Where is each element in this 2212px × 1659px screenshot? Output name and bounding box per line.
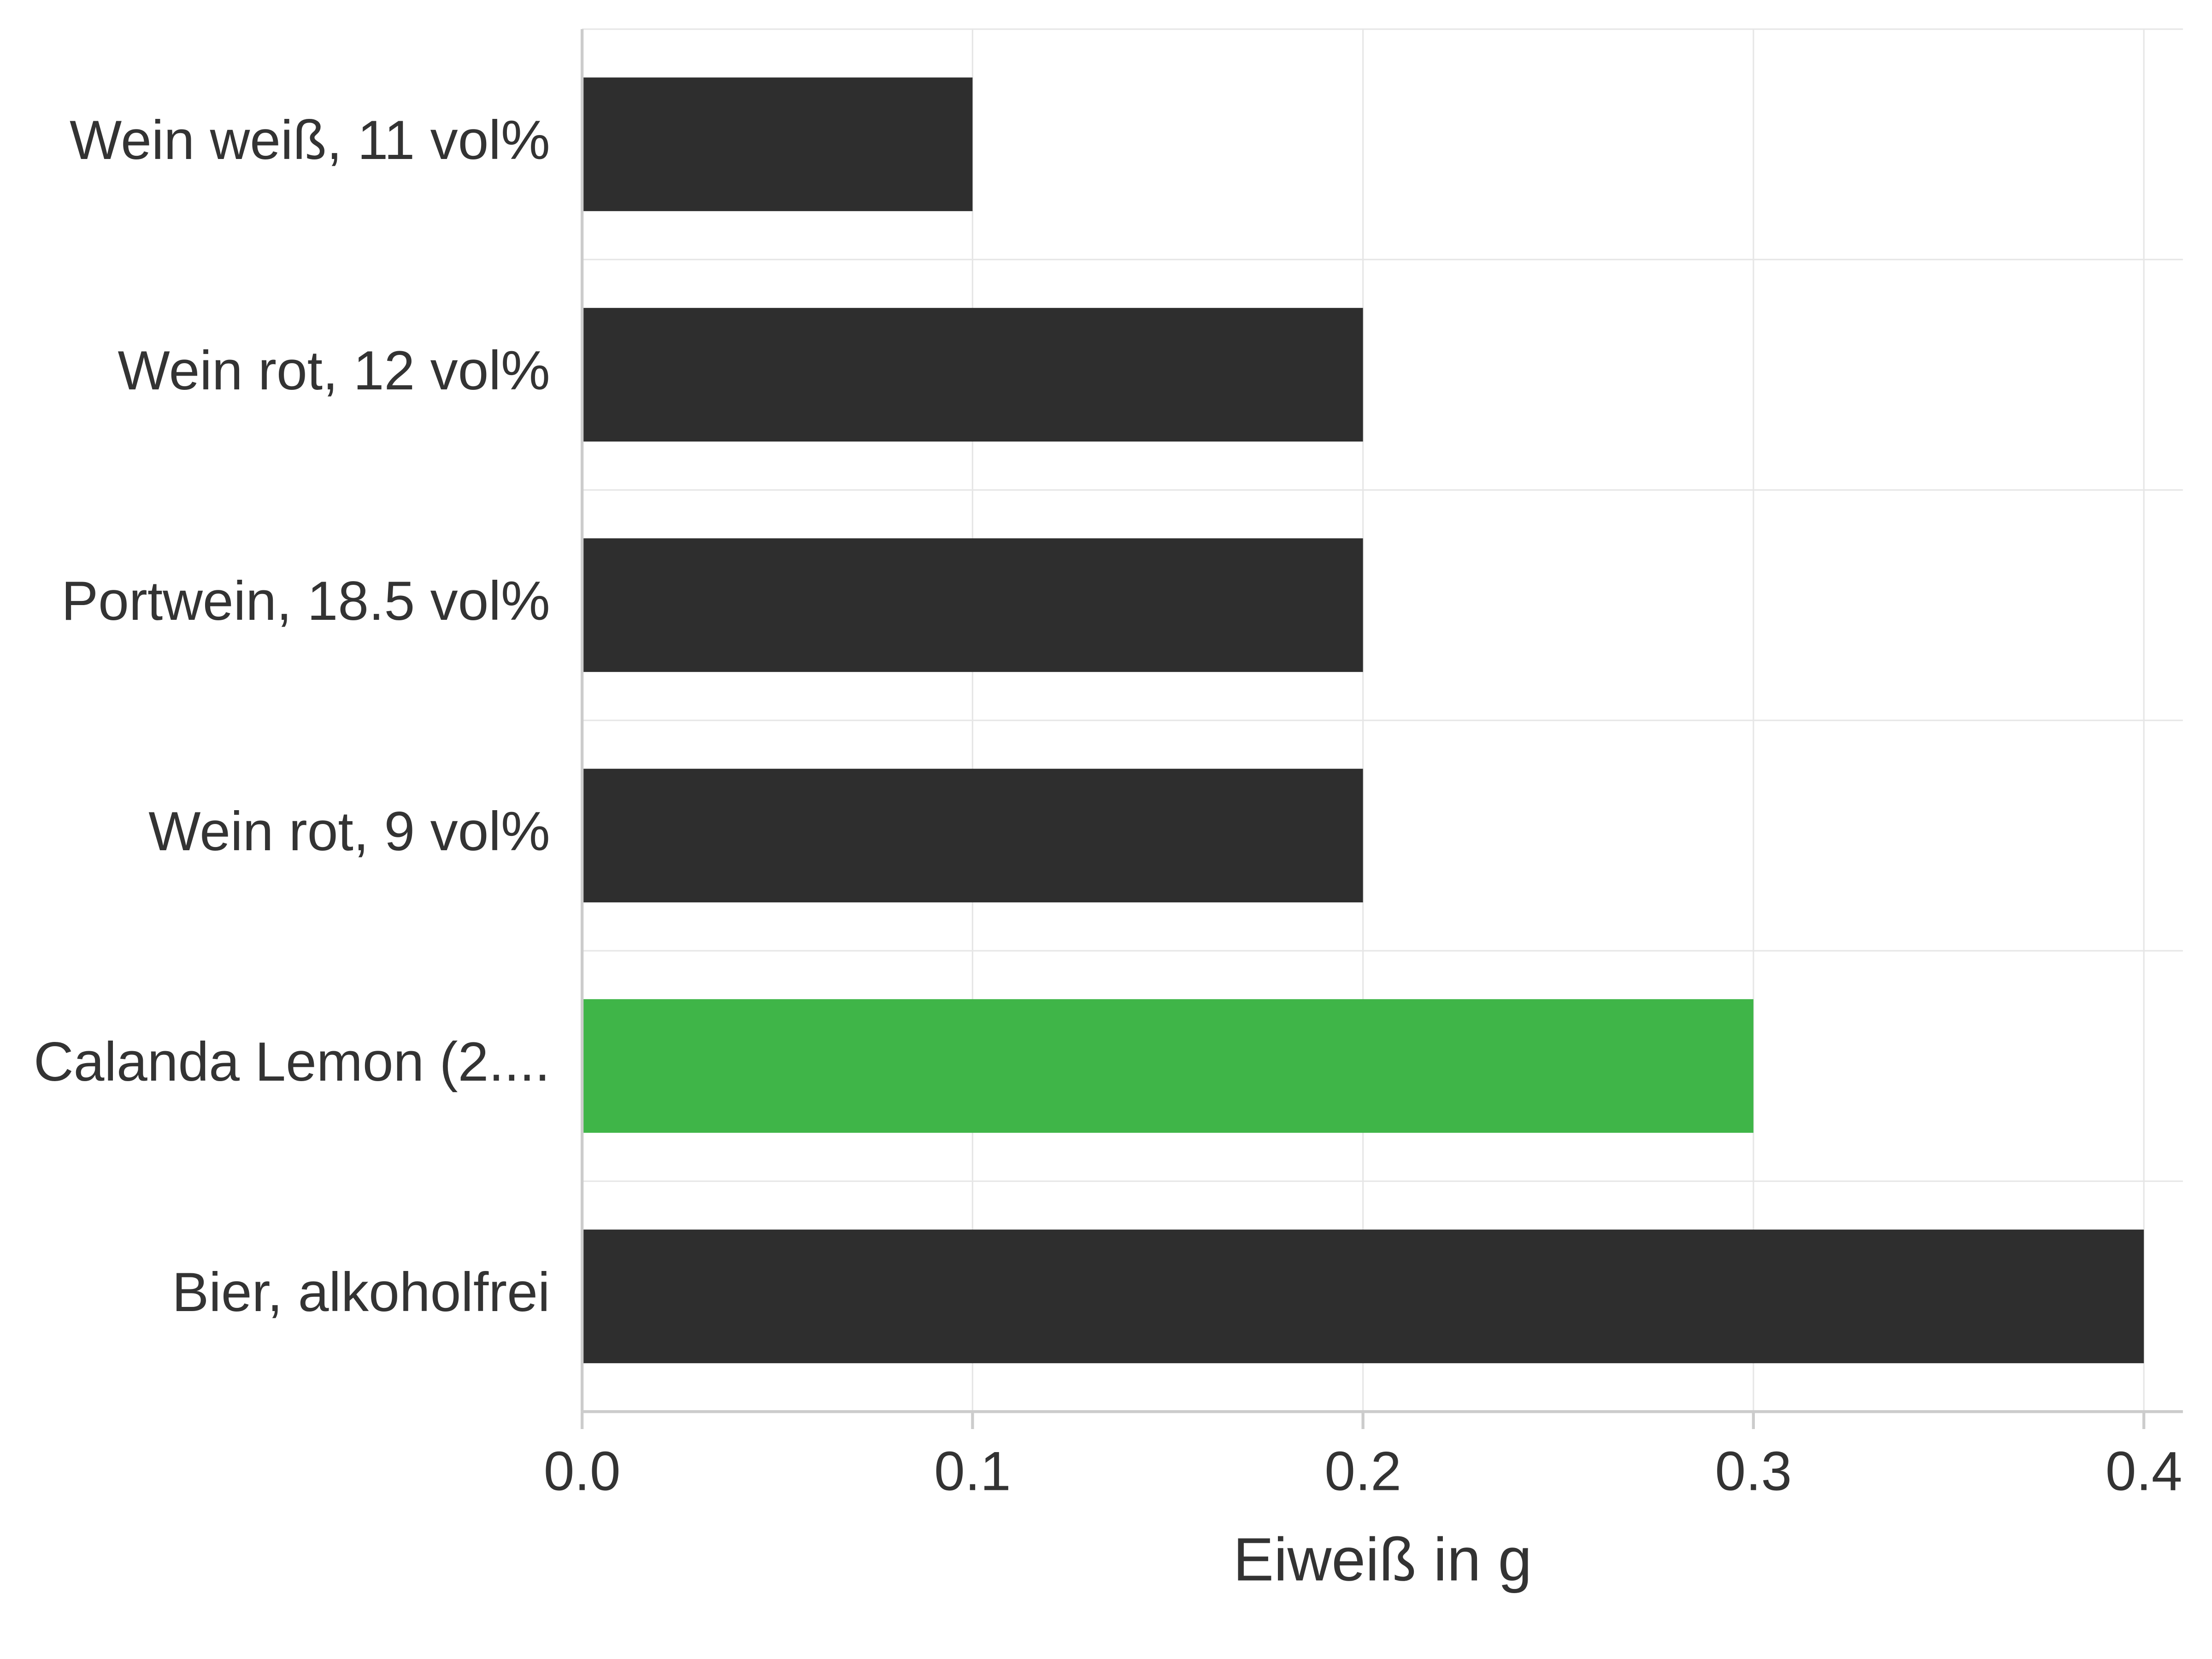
protein-bar-chart: Wein weiß, 11 vol% Wein rot, 12 vol% Portw…	[0, 0, 2212, 1659]
y-category-label: Calanda Lemon (2....	[34, 1031, 550, 1093]
bar	[582, 999, 1753, 1133]
y-category-label: Wein rot, 9 vol%	[148, 800, 550, 862]
bar	[582, 1230, 2144, 1363]
x-tick-label: 0.4	[2106, 1441, 2183, 1502]
x-tick-label: 0.1	[934, 1441, 1011, 1502]
y-category-label: Wein rot, 12 vol%	[118, 340, 550, 401]
bar	[582, 538, 1363, 672]
y-category-label: Wein weiß, 11 vol%	[70, 109, 550, 171]
x-axis-title: Eiweiß in g	[1233, 1525, 1532, 1594]
y-category-label: Portwein, 18.5 vol%	[61, 570, 550, 632]
chart-svg: Wein weiß, 11 vol% Wein rot, 12 vol% Portw…	[0, 0, 2212, 1659]
y-category-label: Bier, alkoholfrei	[172, 1261, 550, 1323]
bar	[582, 769, 1363, 902]
bar	[582, 77, 972, 211]
x-tick-label: 0.0	[544, 1441, 621, 1502]
x-tick-label: 0.3	[1715, 1441, 1792, 1502]
x-tick-label: 0.2	[1324, 1441, 1401, 1502]
bar	[582, 308, 1363, 441]
